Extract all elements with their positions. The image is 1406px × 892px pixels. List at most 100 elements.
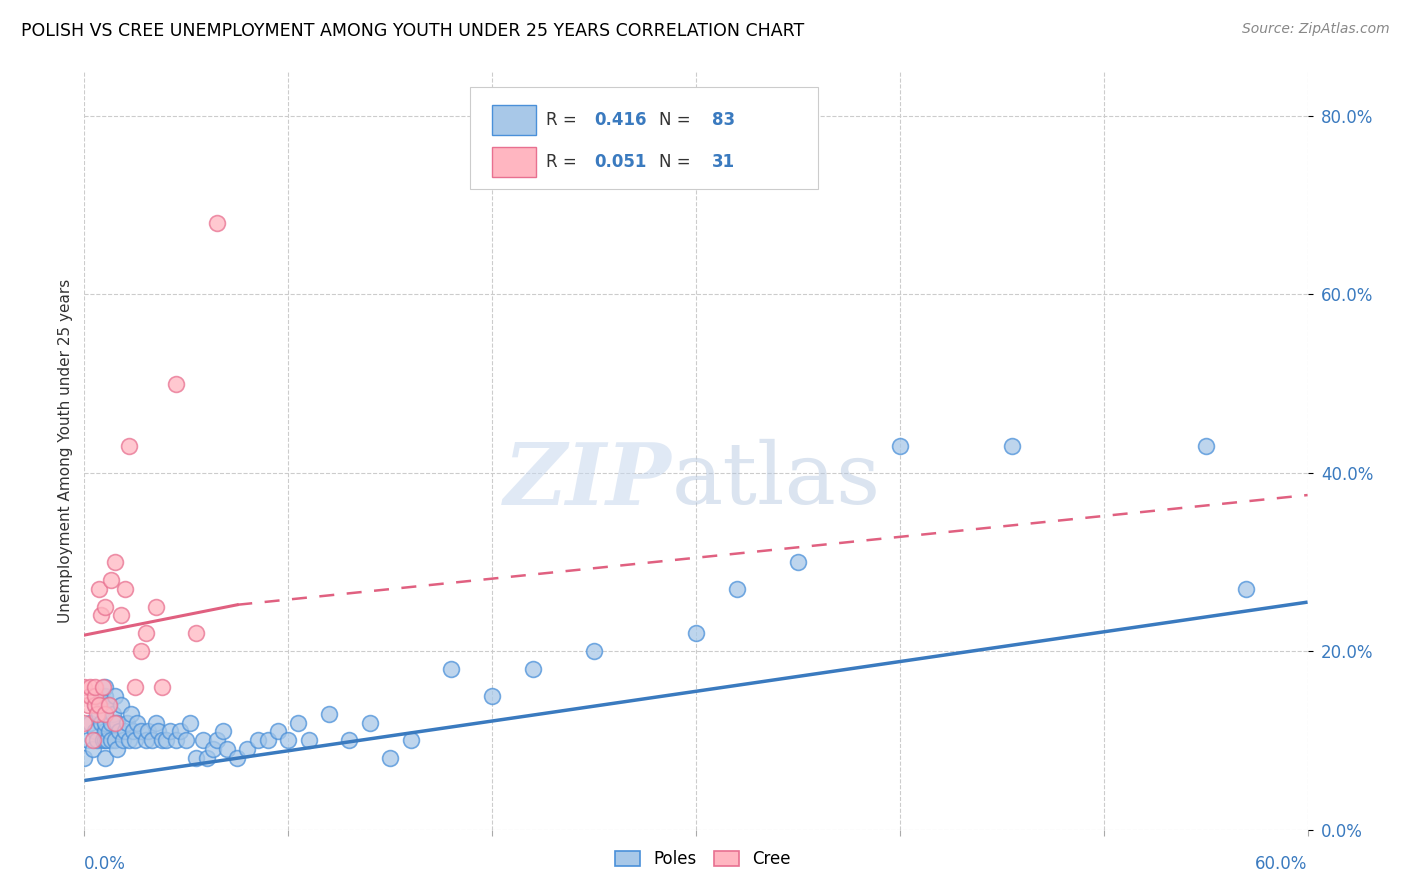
Point [165,733,187,747]
Point [91,680,114,694]
Point [226,751,249,765]
Y-axis label: Unemployment Among Youth under 25 years: Unemployment Among Youth under 25 years [58,278,73,623]
Point [318,706,340,721]
Point [73,680,96,694]
Point [83,689,105,703]
Point [114,582,136,596]
Point [169,724,191,739]
Point [165,376,187,391]
Point [135,626,157,640]
Point [91,733,114,747]
FancyBboxPatch shape [492,147,536,178]
Point [122,724,145,739]
Point [399,733,422,747]
Point [105,715,128,730]
Point [83,680,105,694]
Text: 83: 83 [711,112,735,129]
Point [83,698,105,712]
Point [77,698,100,712]
Text: Source: ZipAtlas.com: Source: ZipAtlas.com [1241,22,1389,37]
Point [159,724,181,739]
Point [93,706,115,721]
Point [124,680,146,694]
Point [257,733,280,747]
Point [118,439,141,453]
FancyBboxPatch shape [470,87,818,189]
Point [100,715,122,730]
Point [205,216,228,230]
Point [79,715,101,730]
Point [93,733,115,747]
Point [93,680,115,694]
Point [90,608,112,623]
Text: POLISH VS CREE UNEMPLOYMENT AMONG YOUTH UNDER 25 YEARS CORRELATION CHART: POLISH VS CREE UNEMPLOYMENT AMONG YOUTH … [21,22,804,40]
Point [110,608,132,623]
Point [136,724,159,739]
Point [359,715,381,730]
Point [93,724,115,739]
Point [186,751,208,765]
Point [90,689,112,703]
Point [217,742,239,756]
Point [246,733,269,747]
Point [83,698,105,712]
Point [105,742,128,756]
Point [112,733,135,747]
Point [150,733,173,747]
Point [110,698,132,712]
Text: 31: 31 [711,153,735,171]
Point [179,715,201,730]
Text: atlas: atlas [672,439,880,523]
Point [93,715,115,730]
Point [93,698,115,712]
Point [236,742,259,756]
Point [1195,439,1218,453]
Point [287,715,309,730]
Point [73,715,96,730]
Point [87,706,110,721]
Point [79,689,101,703]
Point [101,706,124,721]
Point [583,644,606,658]
Point [120,706,142,721]
Point [1001,439,1024,453]
Point [93,599,115,614]
Text: ZIP: ZIP [503,439,672,523]
Point [440,662,463,676]
Point [73,751,96,765]
Point [145,599,167,614]
Point [205,733,228,747]
Point [277,733,299,747]
Point [124,733,146,747]
FancyBboxPatch shape [492,105,536,136]
Point [83,724,105,739]
Point [93,689,115,703]
Point [93,751,115,765]
Text: 0.051: 0.051 [595,153,647,171]
Point [87,698,110,712]
Point [127,715,149,730]
Point [135,733,157,747]
Point [118,733,141,747]
Point [191,733,214,747]
Point [104,689,127,703]
Point [100,573,122,587]
Legend: Poles, Cree: Poles, Cree [607,842,799,877]
Point [90,715,112,730]
Point [82,733,104,747]
Text: 60.0%: 60.0% [1256,855,1308,872]
Point [155,733,177,747]
Point [104,555,127,569]
Text: R =: R = [546,112,582,129]
Point [115,715,138,730]
Point [97,724,120,739]
Point [522,662,544,676]
Point [1236,582,1258,596]
Point [87,582,110,596]
Point [685,626,707,640]
Point [725,582,748,596]
Point [82,742,104,756]
Point [104,715,127,730]
Point [79,680,101,694]
Point [787,555,810,569]
